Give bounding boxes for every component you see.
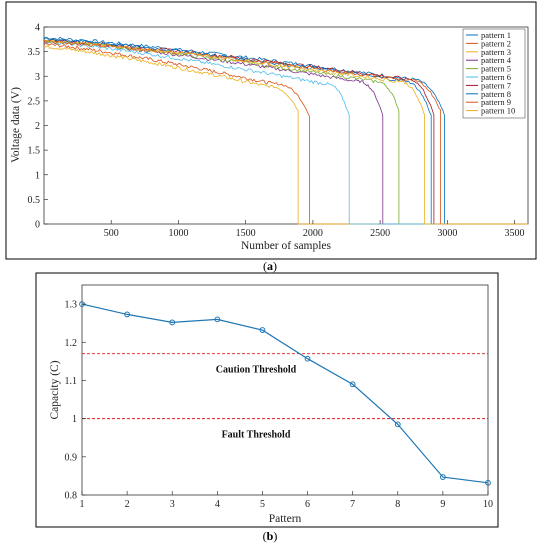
b-xtick-label: 1 [80, 499, 85, 510]
b-xtick-label: 7 [350, 499, 355, 510]
threshold-label: Caution Threshold [216, 365, 297, 376]
a-xtick-label: 500 [104, 228, 119, 239]
a-series-line-10 [43, 39, 528, 225]
b-ytick-label: 0.8 [65, 491, 78, 502]
legend-label: pattern 5 [481, 64, 511, 74]
b-ytick-label: 0.9 [65, 452, 78, 463]
a-ytick-label: 3.5 [28, 47, 41, 58]
capacity-point [169, 319, 176, 326]
a-ytick-label: 3 [35, 72, 40, 83]
a-series-line-8 [43, 36, 528, 225]
capacity-point [349, 381, 356, 388]
panel-a-plot-area [43, 26, 529, 225]
panel-a-x-ticks: 500 1000 1500 2000 2500 3000 3500 [104, 220, 525, 239]
b-xtick-label: 5 [260, 499, 265, 510]
panel-b-x-ticks: 1 2 3 4 5 6 7 8 9 10 [80, 491, 493, 510]
capacity-point [304, 355, 311, 362]
a-xtick-label: 3500 [505, 228, 525, 239]
capacity-point [394, 421, 401, 428]
a-series-line-6 [43, 40, 528, 225]
legend-label: pattern 4 [481, 55, 512, 65]
b-xtick-label: 9 [440, 499, 445, 510]
panel-b-plot-area [81, 284, 489, 496]
capacity-point [214, 316, 221, 323]
a-ytick-label: 1.5 [28, 146, 41, 157]
legend-label: pattern 3 [481, 47, 511, 57]
a-ytick-label: 0.5 [28, 195, 41, 206]
a-ytick-label: 2.5 [28, 96, 41, 107]
legend-label: pattern 1 [481, 30, 511, 40]
panel-b: Caution Threshold Fault Threshold 0.8 0.9 1… [35, 272, 499, 528]
capacity-line [81, 303, 489, 484]
a-xtick-label: 1500 [236, 228, 256, 239]
capacity-point [259, 327, 266, 333]
panel-b-caption: (b) [263, 529, 278, 543]
a-ytick-label: 2 [35, 121, 40, 132]
panel-a: 0 0.5 1 1.5 2 2.5 3 3.5 4 500 1000 1500 2000 2500 300… [5, 1, 537, 260]
panel-b-thresholds: Caution Threshold Fault Threshold [82, 353, 488, 441]
b-ytick-label: 1.1 [65, 376, 78, 387]
panel-b-xlabel: Pattern [269, 513, 302, 525]
legend-label: pattern 10 [481, 106, 515, 116]
a-series-line-3 [44, 44, 528, 225]
panel-a-series-group [43, 36, 528, 225]
panel-a-ylabel: Voltage data (V) [10, 87, 22, 163]
panel-b-y-ticks: 0.8 0.9 1 1.1 1.2 1.3 [65, 300, 86, 502]
legend-label: pattern 8 [481, 89, 511, 99]
panel-b-ylabel: Capacity (C) [49, 360, 61, 419]
legend-label: pattern 9 [481, 97, 511, 107]
a-xtick-label: 1000 [168, 228, 188, 239]
b-xtick-label: 10 [483, 499, 493, 510]
panel-b-series-group [79, 301, 491, 486]
legend-label: pattern 6 [481, 72, 511, 82]
capacity-point [439, 474, 446, 480]
a-series-line-7 [43, 38, 528, 225]
a-series-line-2 [43, 42, 528, 225]
panel-a-xlabel: Number of samples [241, 240, 332, 252]
legend-label: pattern 2 [481, 38, 511, 48]
b-ytick-label: 1 [72, 414, 77, 425]
a-xtick-label: 2000 [303, 228, 323, 239]
a-xtick-label: 2500 [370, 228, 390, 239]
a-ytick-label: 1 [35, 170, 40, 181]
a-series-line-5 [43, 39, 528, 225]
a-ytick-label: 4 [35, 23, 40, 34]
b-xtick-label: 4 [215, 499, 220, 510]
a-xtick-label: 3000 [437, 228, 457, 239]
b-ytick-label: 1.3 [65, 300, 78, 311]
b-xtick-label: 3 [170, 499, 175, 510]
b-xtick-label: 8 [395, 499, 400, 510]
panel-a-y-ticks: 0 0.5 1 1.5 2 2.5 3 3.5 4 [28, 23, 48, 231]
b-xtick-label: 6 [305, 499, 310, 510]
b-ytick-label: 1.2 [65, 338, 78, 349]
b-xtick-label: 2 [125, 499, 130, 510]
panel-a-caption: (a) [263, 259, 277, 273]
capacity-point [485, 479, 491, 486]
capacity-point [124, 311, 131, 318]
threshold-label: Fault Threshold [222, 430, 291, 441]
legend-label: pattern 7 [481, 80, 511, 90]
a-ytick-label: 0 [35, 220, 40, 231]
